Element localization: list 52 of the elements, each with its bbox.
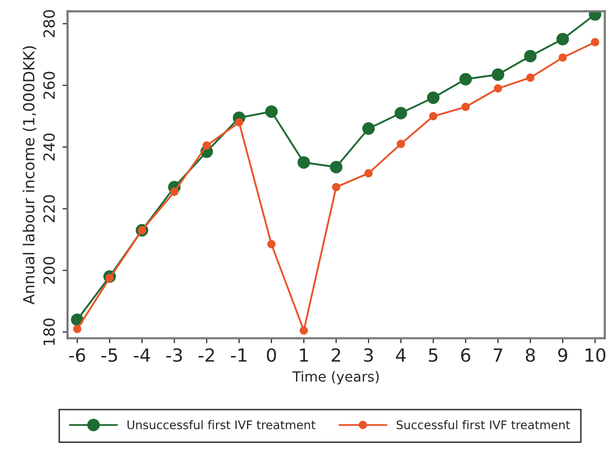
point [590,38,600,46]
point [234,118,244,127]
point [494,84,502,93]
y-axis-title: Annual labour income (1,000DKK) [22,46,36,305]
x-tick-label: -3 [166,348,182,362]
x-tick-label: 6 [461,348,470,362]
point [170,188,179,196]
x-tick-label: 9 [558,348,568,362]
point [524,50,537,62]
point [556,32,569,46]
point [362,122,375,135]
x-tick-label: 3 [364,348,373,362]
y-tick-label: 220 [43,195,55,222]
y-tick-label: 180 [43,318,55,345]
point [526,73,535,82]
legend-label: Successful first IVF treatment [396,420,570,430]
x-tick-label: 10 [586,348,606,362]
x-axis-title: Time (years) [292,370,379,384]
point [558,53,567,62]
point [202,141,211,150]
point [298,156,310,169]
x-tick-label: 7 [494,348,502,362]
x-tick-label: 0 [266,348,276,362]
y-tick-label: 260 [43,72,55,99]
point [332,182,340,192]
x-tick-label: 1 [300,348,308,362]
x-tick-label: 2 [332,348,340,362]
x-tick-label: -4 [134,348,150,362]
point [265,105,278,118]
point [300,326,308,335]
x-tick-label: -6 [69,348,86,362]
point [492,68,504,81]
x-tick-label: -2 [198,348,214,362]
point [364,169,373,178]
y-tick-label: 200 [43,256,55,284]
point [429,112,438,120]
point [330,160,342,174]
point [396,140,406,148]
point [394,106,408,120]
y-tick-label: 280 [43,10,55,38]
point [73,324,82,334]
point [461,102,470,112]
x-tick-label: 8 [526,348,535,362]
x-tick-label: 5 [428,348,438,362]
x-tick-label: 4 [396,348,406,362]
point [267,240,276,248]
point [459,72,472,86]
x-tick-label: -1 [230,348,246,362]
x-tick-label: -5 [101,348,118,362]
point [427,91,440,104]
legend-label: Unsuccessful first IVF treatment [128,420,316,430]
y-tick-label: 240 [43,133,55,160]
